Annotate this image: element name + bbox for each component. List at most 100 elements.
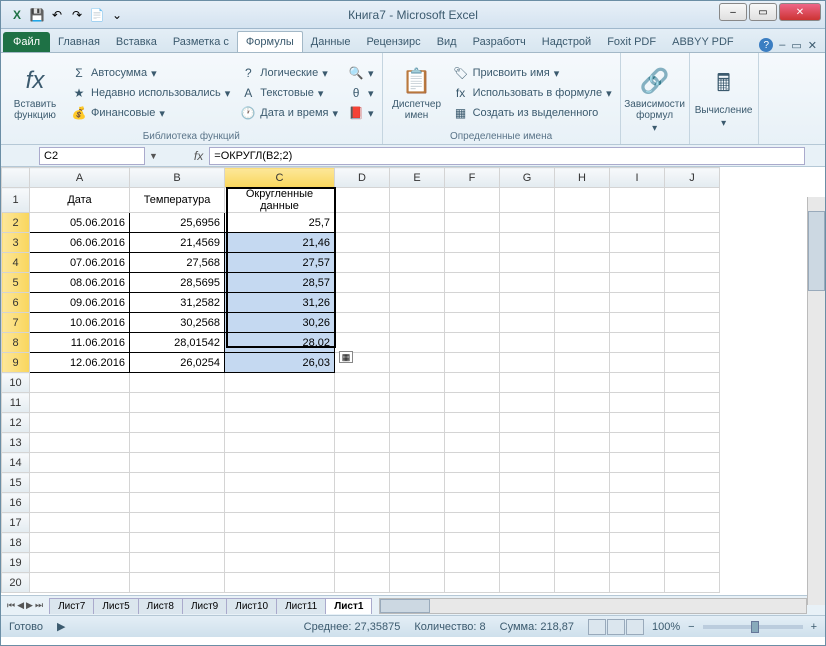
cell[interactable] bbox=[445, 473, 500, 493]
qat-dropdown-icon[interactable]: ⌄ bbox=[109, 7, 125, 23]
cell[interactable] bbox=[335, 433, 390, 453]
column-header[interactable]: H bbox=[555, 168, 610, 188]
cell[interactable] bbox=[665, 253, 720, 273]
cell[interactable] bbox=[665, 233, 720, 253]
cell[interactable]: 28,02 bbox=[225, 333, 335, 353]
cell[interactable] bbox=[445, 188, 500, 213]
calculation-button[interactable]: 🖩 Вычисление ▾ bbox=[696, 57, 752, 142]
file-tab[interactable]: Файл bbox=[3, 32, 50, 52]
row-header[interactable]: 7 bbox=[2, 313, 30, 333]
normal-view-button[interactable] bbox=[588, 619, 606, 635]
cell[interactable] bbox=[610, 493, 665, 513]
cell[interactable] bbox=[555, 493, 610, 513]
cell[interactable] bbox=[445, 453, 500, 473]
cell[interactable] bbox=[445, 353, 500, 373]
cell[interactable]: 31,26 bbox=[225, 293, 335, 313]
row-header[interactable]: 3 bbox=[2, 233, 30, 253]
lookup-button[interactable]: 🔍▾ bbox=[346, 64, 376, 82]
cell[interactable] bbox=[130, 413, 225, 433]
row-header[interactable]: 9 bbox=[2, 353, 30, 373]
cell[interactable] bbox=[610, 233, 665, 253]
cell[interactable] bbox=[335, 513, 390, 533]
sheet-tab[interactable]: Лист5 bbox=[93, 598, 138, 614]
sheet-tab[interactable]: Лист11 bbox=[276, 598, 326, 614]
cell[interactable] bbox=[500, 213, 555, 233]
cell[interactable]: 30,2568 bbox=[130, 313, 225, 333]
cell[interactable]: 11.06.2016 bbox=[30, 333, 130, 353]
row-header[interactable]: 12 bbox=[2, 413, 30, 433]
cell[interactable] bbox=[30, 513, 130, 533]
redo-icon[interactable]: ↷ bbox=[69, 7, 85, 23]
define-name-button[interactable]: 🏷Присвоить имя ▾ bbox=[451, 64, 614, 82]
cell[interactable] bbox=[390, 573, 445, 593]
name-box[interactable] bbox=[39, 147, 145, 165]
cell[interactable] bbox=[610, 553, 665, 573]
cell[interactable] bbox=[130, 473, 225, 493]
row-header[interactable]: 4 bbox=[2, 253, 30, 273]
cell[interactable] bbox=[130, 393, 225, 413]
cell[interactable] bbox=[665, 293, 720, 313]
cell[interactable] bbox=[335, 188, 390, 213]
cell[interactable] bbox=[130, 533, 225, 553]
cell[interactable] bbox=[225, 453, 335, 473]
cell[interactable] bbox=[500, 493, 555, 513]
cell[interactable]: 26,03 bbox=[225, 353, 335, 373]
name-manager-button[interactable]: 📋 Диспетчер имен bbox=[389, 57, 445, 129]
cell[interactable] bbox=[610, 188, 665, 213]
cell[interactable] bbox=[665, 493, 720, 513]
select-all-cell[interactable] bbox=[2, 168, 30, 188]
trace-button[interactable]: 🔗 Зависимости формул ▾ bbox=[627, 57, 683, 142]
cell[interactable]: 05.06.2016 bbox=[30, 213, 130, 233]
cell[interactable] bbox=[665, 573, 720, 593]
maximize-button[interactable]: ▭ bbox=[749, 3, 777, 21]
cell[interactable] bbox=[610, 473, 665, 493]
cell[interactable] bbox=[500, 533, 555, 553]
cell[interactable] bbox=[610, 453, 665, 473]
cell[interactable] bbox=[610, 393, 665, 413]
cell[interactable] bbox=[500, 433, 555, 453]
cell[interactable] bbox=[665, 188, 720, 213]
cell[interactable] bbox=[30, 453, 130, 473]
cell[interactable] bbox=[665, 313, 720, 333]
macro-record-icon[interactable]: ▶ bbox=[57, 620, 65, 633]
cell[interactable] bbox=[130, 493, 225, 513]
cell[interactable] bbox=[610, 433, 665, 453]
cell[interactable] bbox=[335, 373, 390, 393]
cell[interactable] bbox=[665, 553, 720, 573]
cell[interactable] bbox=[445, 433, 500, 453]
cell[interactable] bbox=[555, 253, 610, 273]
cell[interactable] bbox=[500, 333, 555, 353]
nav-next-icon[interactable]: ▶ bbox=[26, 600, 33, 611]
insert-function-button[interactable]: fx Вставить функцию bbox=[7, 57, 63, 129]
nav-prev-icon[interactable]: ◀ bbox=[17, 600, 24, 611]
cell[interactable] bbox=[445, 293, 500, 313]
cell[interactable] bbox=[555, 373, 610, 393]
name-box-dropdown-icon[interactable]: ▼ bbox=[149, 151, 158, 161]
column-header[interactable]: D bbox=[335, 168, 390, 188]
cell[interactable] bbox=[390, 373, 445, 393]
cell[interactable] bbox=[445, 253, 500, 273]
cell[interactable] bbox=[555, 353, 610, 373]
cell[interactable]: 27,568 bbox=[130, 253, 225, 273]
cell[interactable] bbox=[390, 188, 445, 213]
ribbon-tab[interactable]: Foxit PDF bbox=[599, 32, 664, 52]
cell[interactable] bbox=[610, 353, 665, 373]
horizontal-scrollbar[interactable] bbox=[379, 598, 807, 614]
cell[interactable]: 09.06.2016 bbox=[30, 293, 130, 313]
column-header[interactable]: B bbox=[130, 168, 225, 188]
autofill-options-icon[interactable]: ▦ bbox=[339, 351, 353, 363]
formula-input[interactable] bbox=[209, 147, 805, 165]
cell[interactable] bbox=[390, 453, 445, 473]
cell[interactable] bbox=[555, 273, 610, 293]
ribbon-tab[interactable]: Главная bbox=[50, 32, 108, 52]
cell[interactable] bbox=[390, 513, 445, 533]
cell[interactable]: 25,7 bbox=[225, 213, 335, 233]
autosum-button[interactable]: ΣАвтосумма ▾ bbox=[69, 64, 232, 82]
cell[interactable]: 07.06.2016 bbox=[30, 253, 130, 273]
row-header[interactable]: 19 bbox=[2, 553, 30, 573]
zoom-out-button[interactable]: − bbox=[688, 621, 694, 633]
cell[interactable]: 30,26 bbox=[225, 313, 335, 333]
ribbon-tab[interactable]: Данные bbox=[303, 32, 359, 52]
zoom-slider[interactable] bbox=[703, 625, 803, 629]
cell[interactable] bbox=[445, 393, 500, 413]
